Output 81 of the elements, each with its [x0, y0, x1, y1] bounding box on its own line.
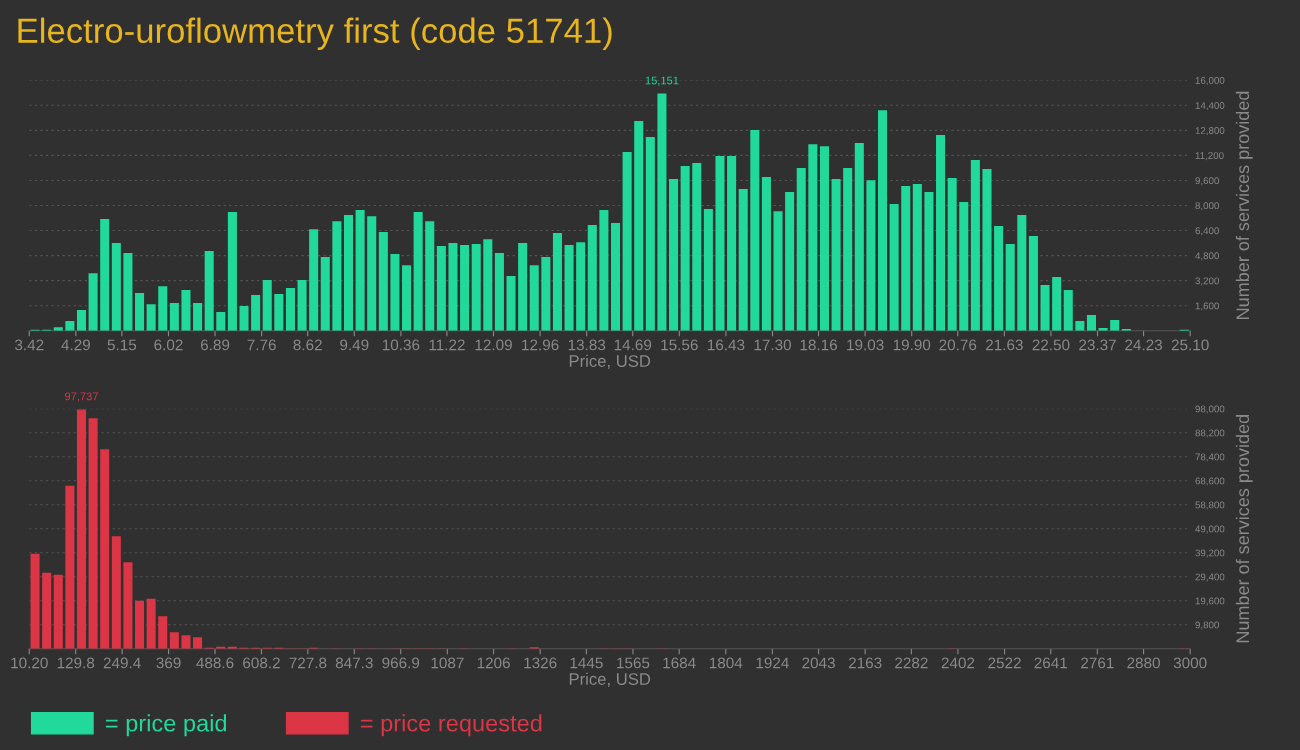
data-label: 15,151: [645, 76, 679, 86]
x-tick-label: 14.69: [614, 339, 652, 351]
x-tick-label: 6.89: [200, 339, 230, 351]
x-tick-label: 1326: [524, 657, 557, 669]
x-tick-label: 1445: [570, 657, 603, 669]
x-tick-label: 17.30: [754, 339, 791, 351]
x-tick-label: 15.56: [661, 339, 698, 351]
x-tick-label: 2163: [848, 657, 882, 669]
x-tick-label: 1565: [617, 657, 650, 669]
x-tick-label: 369: [156, 657, 181, 669]
x-tick-label: 1206: [477, 657, 510, 669]
y-tick-label: 12,800: [1195, 127, 1225, 136]
x-tick-label: 727.8: [289, 657, 327, 669]
x-tick-label: 1804: [709, 657, 743, 669]
y-tick-label: 16,000: [1195, 76, 1225, 86]
x-axis-title: Price, USD: [569, 354, 651, 369]
x-tick-label: 11.22: [429, 339, 465, 351]
x-tick-label: 966.9: [382, 657, 420, 669]
x-tick-label: 10.36: [382, 339, 420, 351]
y-tick-label: 98,000: [1195, 405, 1225, 414]
y-tick-label: 11,200: [1195, 152, 1224, 161]
x-tick-label: 2402: [941, 657, 975, 669]
x-tick-label: 23.37: [1079, 339, 1116, 351]
y-tick-label: 6,400: [1195, 227, 1219, 236]
y-axis-title: Number of services provided: [1235, 415, 1253, 643]
x-tick-label: 488.6: [196, 657, 234, 669]
y-tick-label: 29,400: [1195, 573, 1225, 582]
x-tick-label: 24.23: [1125, 339, 1163, 351]
x-tick-label: 2522: [988, 657, 1021, 669]
x-tick-label: 1684: [663, 657, 696, 669]
x-tick-label: 12.09: [475, 339, 512, 351]
y-tick-label: 8,000: [1195, 202, 1219, 211]
x-tick-label: 2043: [802, 657, 835, 669]
x-tick-label: 13.83: [568, 339, 606, 351]
x-tick-label: 608.2: [243, 657, 280, 669]
y-tick-label: 78,400: [1195, 453, 1225, 462]
x-tick-label: 20.76: [939, 339, 977, 351]
y-tick-label: 68,600: [1195, 477, 1225, 486]
x-tick-label: 16.43: [707, 339, 745, 351]
x-tick-label: 9.49: [340, 339, 369, 351]
x-tick-label: 19.90: [893, 339, 931, 351]
x-tick-label: 1924: [756, 657, 789, 669]
data-label: 97,737: [65, 392, 98, 402]
x-tick-label: 8.62: [293, 339, 322, 351]
x-tick-label: 2282: [895, 657, 928, 669]
y-tick-label: 19,600: [1195, 597, 1225, 606]
y-tick-label: 14,400: [1195, 102, 1225, 111]
x-tick-label: 19.03: [847, 339, 884, 351]
x-tick-label: 3.42: [14, 339, 44, 351]
y-tick-label: 9,800: [1195, 621, 1219, 630]
x-tick-label: 2880: [1127, 657, 1160, 669]
y-tick-label: 9,600: [1195, 177, 1219, 186]
y-tick-label: 1,600: [1195, 302, 1219, 311]
y-tick-label: 88,200: [1195, 429, 1225, 438]
legend-label: = price requested: [360, 714, 542, 737]
y-axis-title: Number of services provided: [1235, 91, 1253, 319]
x-tick-label: 5.15: [107, 339, 137, 351]
x-tick-label: 25.10: [1171, 339, 1209, 351]
x-tick-label: 2761: [1081, 657, 1114, 669]
y-tick-label: 3,200: [1195, 277, 1219, 286]
x-axis-title: Price, USD: [569, 672, 651, 687]
x-tick-label: 2641: [1034, 657, 1067, 669]
x-tick-label: 1087: [431, 657, 464, 669]
x-tick-label: 6.02: [154, 339, 183, 351]
x-tick-label: 4.29: [61, 339, 90, 351]
x-tick-label: 847.3: [335, 657, 373, 669]
x-tick-label: 249.4: [103, 657, 141, 669]
x-tick-label: 12.96: [522, 339, 559, 351]
x-tick-label: 129.8: [57, 657, 95, 669]
x-tick-label: 10.20: [11, 657, 48, 669]
y-tick-label: 49,000: [1195, 525, 1225, 534]
y-tick-label: 58,800: [1195, 501, 1225, 510]
legend-label: = price paid: [106, 714, 227, 737]
x-tick-label: 21.63: [986, 339, 1023, 351]
x-tick-label: 22.50: [1032, 339, 1070, 351]
y-tick-label: 39,200: [1195, 549, 1225, 558]
x-tick-label: 18.16: [800, 339, 837, 351]
y-tick-label: 4,800: [1195, 252, 1219, 261]
x-tick-label: 3000: [1173, 657, 1207, 669]
chart-title: Electro-uroflowmetry first (code 51741): [18, 17, 612, 50]
x-tick-label: 7.76: [247, 339, 276, 351]
